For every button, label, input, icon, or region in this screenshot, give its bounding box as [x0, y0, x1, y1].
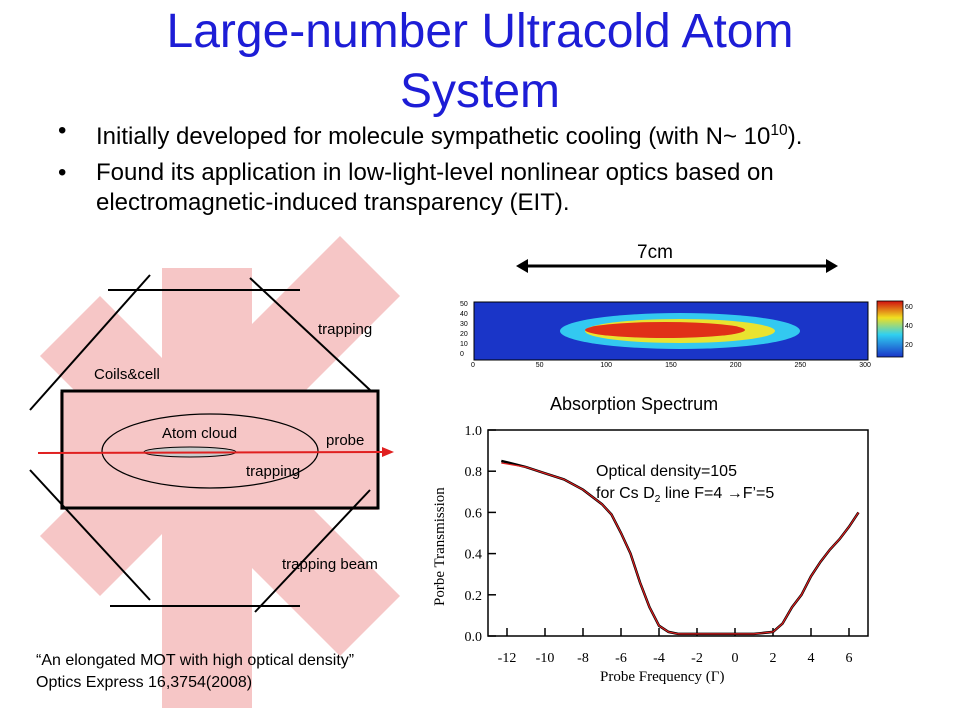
- x-tick-label: 4: [808, 651, 815, 666]
- x-tick-label: 0: [732, 651, 739, 666]
- y-tick-label: 0.4: [465, 548, 483, 563]
- annotation-subscript: 2: [654, 494, 661, 506]
- scale-arrow-right: [826, 259, 838, 273]
- colorbar: [876, 300, 904, 358]
- trapping-beams: [40, 236, 400, 708]
- x-tick-label: -10: [536, 651, 555, 666]
- bullet-list: • Initially developed for molecule sympa…: [58, 116, 918, 224]
- coil-lines: [29, 274, 371, 613]
- annotation-line-2-end: line F=4 →F’=5: [660, 485, 775, 502]
- y-tick-label: 0.8: [465, 465, 483, 480]
- cloud-core: [585, 322, 745, 338]
- annotation-line-2-text: for Cs D: [596, 485, 655, 502]
- image-frame: [473, 301, 869, 361]
- trapping-top-label: trapping: [318, 321, 373, 338]
- annotation-line-2: for Cs D2 line F=4 →F’=5: [596, 483, 774, 511]
- x-tick-label: -4: [653, 651, 665, 666]
- image-y-tick: 20: [460, 331, 468, 338]
- bullet-superscript: 10: [770, 122, 788, 139]
- bullet-text: Found its application in low-light-level…: [96, 159, 774, 216]
- x-tick-label: 2: [770, 651, 777, 666]
- spectrum-series: [500, 459, 860, 636]
- citation-journal: Optics Express 16,3754(2008): [36, 674, 253, 691]
- x-tick-label: 6: [846, 651, 853, 666]
- colorbar-tick: 60: [905, 304, 913, 311]
- x-tick-label: -8: [577, 651, 589, 666]
- bullet-dot: •: [58, 117, 67, 144]
- trapping-mid-label: trapping: [246, 463, 301, 480]
- bullet-item: • Initially developed for molecule sympa…: [58, 116, 918, 152]
- scale-arrow-left: [516, 259, 528, 273]
- title-line-1: Large-number Ultracold Atom: [166, 5, 794, 58]
- fit-series-line: [501, 462, 860, 635]
- image-x-tick: 200: [729, 362, 742, 369]
- image-x-tick: 100: [600, 362, 613, 369]
- colorbar-tick: 40: [905, 323, 913, 330]
- coils-cell-label: Coils&cell: [94, 366, 160, 383]
- bullet-text: Initially developed for molecule sympath…: [96, 123, 771, 150]
- bullet-dot: •: [58, 159, 67, 186]
- spectrum-plot-frame: [487, 429, 869, 637]
- x-tick-label: -2: [691, 651, 703, 666]
- title-line-2: System: [399, 65, 561, 118]
- spectrum-annotation: Optical density=105 for Cs D2 line F=4 →…: [596, 461, 774, 511]
- image-x-tick: 150: [665, 362, 677, 369]
- image-x-tick: 0: [471, 362, 475, 369]
- image-x-tick: 250: [794, 362, 807, 369]
- spectrum-y-label: Porbe Transmission: [432, 487, 448, 606]
- image-y-tick: 10: [460, 341, 468, 348]
- atom-cloud-label: Atom cloud: [162, 425, 238, 442]
- trapping-beam-label: trapping beam: [282, 556, 378, 573]
- colorbar-tick: 20: [905, 342, 913, 349]
- citation-title: “An elongated MOT with high optical dens…: [36, 652, 355, 669]
- probe-arrow-head: [382, 447, 394, 457]
- probe-label: probe: [326, 432, 365, 449]
- image-y-tick: 40: [460, 311, 468, 318]
- image-y-tick: 0: [460, 351, 464, 358]
- atom-cloud-boundary: [101, 413, 319, 489]
- annotation-line-1: Optical density=105: [596, 463, 737, 480]
- citation: “An elongated MOT with high optical dens…: [36, 650, 354, 694]
- scale-label: 7cm: [637, 242, 673, 263]
- image-y-tick: 30: [460, 321, 468, 328]
- x-tick-label: -12: [498, 651, 517, 666]
- image-x-tick: 300: [859, 362, 871, 369]
- spectrum-title: Absorption Spectrum: [550, 394, 719, 414]
- spectrum-x-label: Probe Frequency (Γ): [600, 669, 725, 685]
- slide-title: Large-number Ultracold Atom System: [0, 2, 960, 122]
- x-tick-label: -6: [615, 651, 627, 666]
- y-tick-label: 0.0: [465, 630, 483, 645]
- probe-beam: [37, 451, 383, 454]
- bullet-text-end: ).: [787, 123, 803, 150]
- bullet-item: • Found its application in low-light-lev…: [58, 158, 918, 218]
- image-y-tick: 50: [460, 301, 468, 308]
- coils-cell-box: [60, 389, 380, 510]
- y-tick-label: 1.0: [465, 424, 483, 439]
- y-tick-label: 0.6: [465, 506, 483, 521]
- y-tick-label: 0.2: [465, 589, 483, 604]
- image-x-tick: 50: [535, 362, 544, 369]
- spectrum-ticks: 0.0 0.2 0.4 0.6 0.8 1.0 -12 -10 -8 -6 -4 -2 0 2 4 6: [465, 424, 853, 666]
